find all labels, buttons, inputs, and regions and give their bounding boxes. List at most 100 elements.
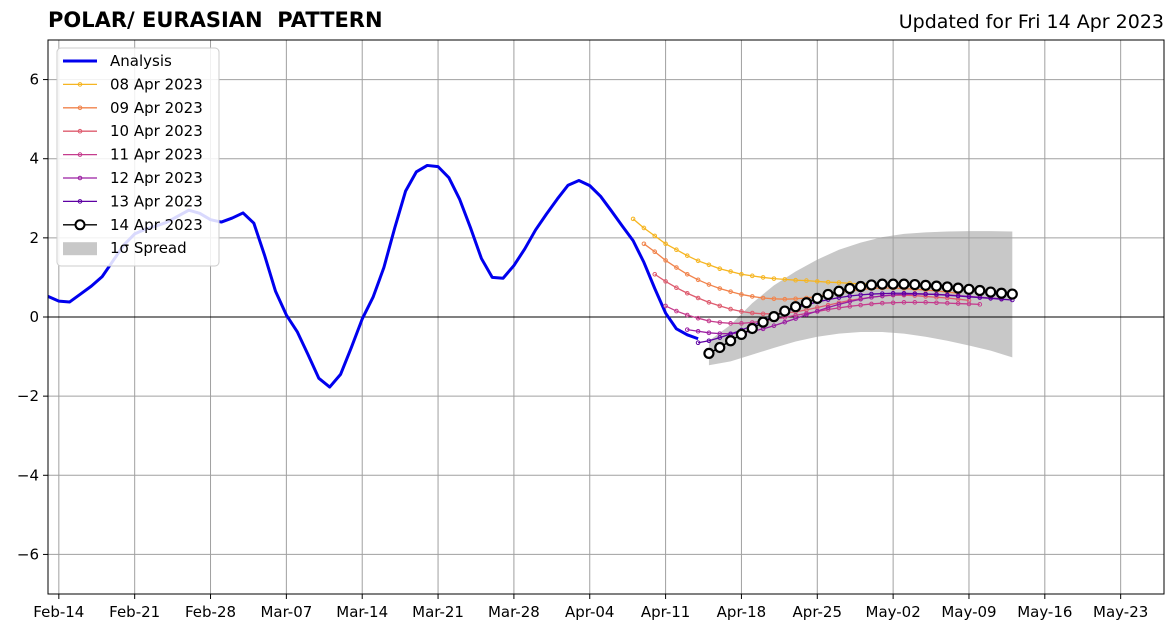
forecast-point bbox=[858, 302, 863, 308]
forecast-point bbox=[771, 276, 777, 281]
x-tick-label: Mar-14 bbox=[336, 603, 388, 621]
forecast-point bbox=[728, 306, 733, 312]
latest-forecast-point bbox=[920, 279, 932, 291]
forecast-point bbox=[793, 296, 798, 302]
forecast-point bbox=[663, 303, 668, 309]
legend-label: Analysis bbox=[110, 52, 172, 70]
forecast-point bbox=[771, 296, 777, 302]
forecast-point bbox=[684, 290, 690, 296]
forecast-point bbox=[814, 279, 820, 284]
forecast-point bbox=[869, 301, 874, 307]
legend-marker bbox=[77, 199, 83, 204]
forecast-point bbox=[728, 289, 733, 294]
forecast-point bbox=[814, 308, 820, 314]
series-layer bbox=[47, 163, 1018, 389]
latest-forecast-point bbox=[779, 305, 791, 317]
forecast-point bbox=[739, 309, 744, 314]
latest-forecast-point bbox=[930, 280, 943, 292]
latest-forecast-point bbox=[985, 286, 997, 298]
forecast-point bbox=[934, 294, 939, 300]
y-tick-label: 6 bbox=[29, 71, 39, 89]
forecast-point bbox=[890, 290, 896, 296]
forecast-point bbox=[652, 233, 658, 239]
forecast-point bbox=[771, 323, 777, 329]
forecast-point bbox=[858, 296, 863, 302]
latest-forecast-point bbox=[963, 283, 975, 295]
latest-forecast-point bbox=[811, 292, 823, 305]
forecast-point bbox=[749, 273, 755, 279]
forecast-point bbox=[717, 320, 723, 325]
grid-layer bbox=[48, 40, 1164, 594]
forecast-point bbox=[717, 286, 723, 291]
forecast-point bbox=[934, 292, 939, 297]
forecast-point bbox=[847, 299, 853, 304]
legend-marker bbox=[77, 152, 83, 157]
legend-label: 13 Apr 2023 bbox=[110, 192, 203, 210]
latest-forecast-point bbox=[703, 347, 715, 360]
forecast-point bbox=[695, 258, 701, 264]
forecast-point bbox=[955, 301, 961, 306]
y-tick-label: 0 bbox=[29, 308, 39, 326]
forecast-point bbox=[641, 241, 647, 247]
forecast-point bbox=[901, 290, 907, 296]
x-tick-label: Feb-14 bbox=[33, 603, 84, 621]
forecast-point bbox=[760, 311, 766, 317]
forecast-point bbox=[977, 302, 983, 307]
latest-forecast-point bbox=[995, 287, 1008, 299]
legend-label: 08 Apr 2023 bbox=[110, 75, 203, 93]
x-tick-label: Feb-28 bbox=[185, 603, 236, 621]
latest-forecast-point bbox=[746, 322, 758, 335]
latest-forecast-point bbox=[1006, 288, 1018, 300]
latest-forecast-point bbox=[790, 301, 802, 313]
forecast-point bbox=[955, 293, 961, 299]
legend-label: 10 Apr 2023 bbox=[110, 122, 203, 140]
legend-marker bbox=[77, 82, 83, 87]
latest-forecast-point bbox=[757, 316, 769, 328]
x-tick-label: Mar-07 bbox=[260, 603, 312, 621]
forecast-point bbox=[858, 292, 863, 298]
forecast-point bbox=[966, 301, 972, 307]
x-tick-label: Apr-25 bbox=[793, 603, 843, 621]
x-tick-label: May-09 bbox=[941, 603, 996, 621]
x-tick-label: Mar-21 bbox=[412, 603, 464, 621]
forecast-point bbox=[912, 300, 918, 305]
legend-label: 12 Apr 2023 bbox=[110, 169, 203, 187]
x-tick-label: Apr-11 bbox=[641, 603, 691, 621]
forecast-point bbox=[652, 271, 658, 277]
latest-forecast-point bbox=[768, 311, 780, 323]
forecast-point bbox=[630, 216, 636, 222]
forecast-point bbox=[879, 300, 885, 306]
y-tick-label: 4 bbox=[29, 150, 39, 168]
forecast-point bbox=[966, 294, 972, 300]
y-tick-label: −2 bbox=[17, 387, 39, 405]
legend-marker bbox=[77, 128, 83, 134]
forecast-point bbox=[804, 312, 809, 317]
latest-forecast-point bbox=[725, 335, 737, 347]
latest-forecast-point bbox=[909, 278, 921, 291]
latest-forecast-point bbox=[865, 279, 878, 291]
forecast-point bbox=[663, 241, 668, 247]
forecast-point bbox=[825, 305, 831, 310]
x-tick-label: May-23 bbox=[1093, 603, 1148, 621]
forecast-point bbox=[923, 300, 928, 305]
legend-marker bbox=[77, 105, 83, 111]
y-tick-label: −4 bbox=[17, 466, 39, 484]
forecast-point bbox=[760, 275, 766, 280]
forecast-point bbox=[869, 291, 874, 297]
latest-forecast-point bbox=[735, 328, 748, 341]
forecast-point bbox=[706, 282, 712, 287]
forecast-point bbox=[684, 327, 690, 332]
legend-marker bbox=[77, 175, 83, 181]
legend-label: 09 Apr 2023 bbox=[110, 99, 203, 117]
forecast-point bbox=[652, 249, 658, 255]
forecast-point bbox=[901, 300, 907, 305]
chart-title: POLAR/ EURASIAN PATTERN bbox=[48, 8, 383, 32]
updated-date: Updated for Fri 14 Apr 2023 bbox=[898, 11, 1164, 33]
latest-forecast-point bbox=[876, 278, 888, 290]
forecast-point bbox=[717, 303, 723, 309]
latest-forecast-point bbox=[887, 278, 899, 290]
legend-label: 14 Apr 2023 bbox=[110, 216, 203, 234]
forecast-point bbox=[706, 300, 712, 305]
forecast-point bbox=[706, 338, 712, 344]
forecast-point bbox=[847, 293, 853, 299]
